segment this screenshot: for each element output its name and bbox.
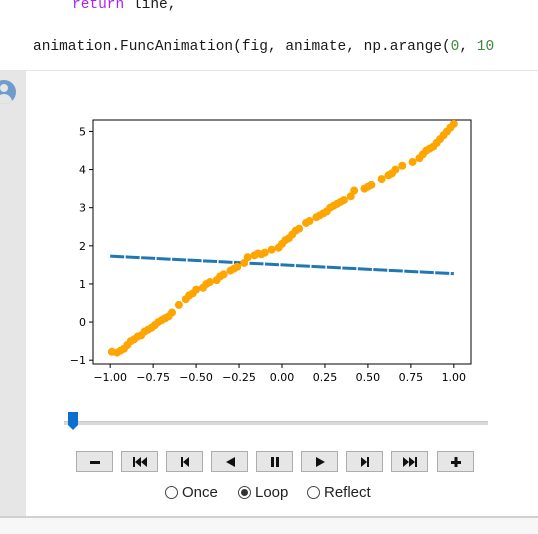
cell-separator bbox=[0, 70, 538, 71]
scatter-point bbox=[398, 161, 407, 170]
radio-reflect[interactable]: Reflect bbox=[307, 484, 371, 501]
scatter-point bbox=[295, 224, 304, 233]
play-button[interactable] bbox=[301, 451, 338, 472]
radio-loop[interactable]: Loop bbox=[238, 484, 288, 501]
x-tick-label: −1.00 bbox=[93, 371, 127, 384]
increase-speed-button[interactable] bbox=[437, 451, 474, 472]
y-tick-label: 3 bbox=[79, 202, 86, 215]
x-tick-label: 0.50 bbox=[356, 371, 381, 384]
step-back-icon bbox=[180, 456, 189, 467]
return-keyword: return bbox=[72, 0, 125, 13]
x-tick-label: 0.25 bbox=[313, 371, 338, 384]
scatter-point bbox=[367, 180, 376, 189]
code-line-funcanimation: animation.FuncAnimation(fig, animate, np… bbox=[33, 39, 494, 55]
y-tick-label: 1 bbox=[79, 278, 86, 291]
code-number-end: 10 bbox=[476, 39, 495, 55]
minus-icon bbox=[89, 460, 100, 464]
code-line-return: return line, bbox=[72, 0, 176, 13]
scatter-point bbox=[449, 119, 458, 128]
last-frame-button[interactable] bbox=[391, 451, 428, 472]
x-tick-label: −0.75 bbox=[136, 371, 170, 384]
x-tick-label: −0.50 bbox=[179, 371, 213, 384]
radio-once-circle[interactable] bbox=[165, 486, 178, 499]
plus-icon bbox=[450, 456, 461, 467]
scatter-point bbox=[260, 248, 269, 257]
x-tick-label: 0.00 bbox=[270, 371, 295, 384]
user-avatar-icon bbox=[0, 80, 16, 104]
code-cell[interactable]: return line, animation.FuncAnimation(fig… bbox=[0, 0, 538, 70]
scatter-point bbox=[219, 270, 228, 279]
skip-to-start-icon bbox=[132, 456, 147, 467]
y-tick-label: 0 bbox=[79, 316, 86, 329]
code-text: animation.FuncAnimation(fig, animate, np… bbox=[33, 39, 451, 55]
scatter-point bbox=[174, 300, 183, 309]
next-cell-area bbox=[0, 518, 538, 534]
next-frame-button[interactable] bbox=[346, 451, 383, 472]
play-reverse-icon bbox=[225, 456, 235, 467]
y-tick-label: −1 bbox=[70, 354, 86, 367]
step-forward-icon bbox=[360, 456, 369, 467]
scatter-point bbox=[205, 278, 214, 287]
frame-slider-thumb[interactable] bbox=[68, 412, 78, 430]
regression-line bbox=[110, 254, 454, 276]
output-prompt-column[interactable] bbox=[0, 71, 26, 516]
scatter-point bbox=[391, 165, 400, 174]
first-frame-button[interactable] bbox=[121, 451, 158, 472]
scatter-point bbox=[192, 285, 201, 294]
play-reverse-button[interactable] bbox=[211, 451, 248, 472]
x-tick-label: −0.25 bbox=[222, 371, 256, 384]
scatter-point bbox=[408, 157, 417, 166]
scatter-point bbox=[233, 262, 242, 271]
pause-icon bbox=[270, 456, 279, 467]
radio-reflect-circle[interactable] bbox=[307, 486, 320, 499]
code-line-return-rest: line, bbox=[124, 0, 177, 13]
pause-button[interactable] bbox=[256, 451, 293, 472]
x-tick-label: 1.00 bbox=[442, 371, 467, 384]
y-tick-label: 2 bbox=[79, 240, 86, 253]
y-tick-label: 5 bbox=[79, 125, 86, 138]
radio-once[interactable]: Once bbox=[165, 484, 218, 501]
code-text-comma: , bbox=[459, 39, 477, 55]
x-tick-label: 0.75 bbox=[399, 371, 424, 384]
code-number-start: 0 bbox=[450, 39, 460, 55]
radio-once-label: Once bbox=[182, 484, 218, 501]
radio-reflect-label: Reflect bbox=[324, 484, 371, 501]
previous-frame-button[interactable] bbox=[166, 451, 203, 472]
y-tick-label: 4 bbox=[79, 164, 86, 177]
skip-to-end-icon bbox=[402, 456, 417, 467]
cell-bottom-border bbox=[0, 516, 538, 518]
scatter-point bbox=[267, 245, 276, 254]
scatter-point bbox=[339, 196, 348, 205]
scatter-point bbox=[377, 175, 386, 184]
scatter-point bbox=[243, 253, 252, 262]
scatter-point bbox=[168, 308, 177, 317]
scatter-point bbox=[350, 186, 359, 195]
play-icon bbox=[315, 456, 325, 467]
radio-loop-circle[interactable] bbox=[238, 486, 251, 499]
animation-figure: −1.00 −0.75 −0.50 −0.25 0.00 0.25 0.50 0.75 1.00… bbox=[70, 119, 472, 384]
radio-loop-label: Loop bbox=[255, 484, 289, 501]
decrease-speed-button[interactable] bbox=[76, 451, 113, 472]
frame-slider-track[interactable] bbox=[64, 421, 488, 425]
scatter-point bbox=[305, 217, 314, 226]
